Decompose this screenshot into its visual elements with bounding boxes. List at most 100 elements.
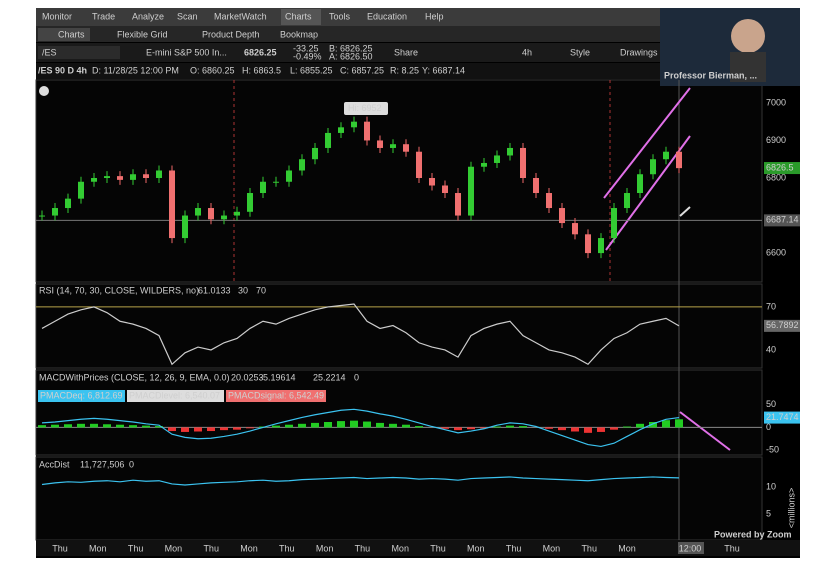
macd-bar [77,423,85,428]
time-label: Thu [724,543,740,553]
time-label: Thu [203,543,219,553]
bid: B: 6826.25 [329,43,373,53]
macd-bar [103,424,111,428]
menu-bar [36,8,800,26]
high-callout [344,102,388,115]
candle [247,193,253,212]
macd-bar [285,424,293,428]
prev-close-box [764,214,800,227]
toolbar-item[interactable]: Flexible Grid [117,29,168,39]
macd-bar [493,426,501,428]
share-button[interactable]: Share [394,47,418,57]
time-label: Thu [52,543,68,553]
macd-bar [480,427,488,429]
accdist-panel [35,456,763,541]
macd-bar [142,425,150,428]
macd-bar [649,421,657,428]
candle [572,223,578,235]
macd-last-box [764,411,800,424]
chip-label: PMACDsignal: 6,542.49 [228,390,324,400]
candle [260,181,266,194]
accdist-line [41,476,680,486]
menu-item[interactable]: Scan [177,11,198,21]
macd-readout: 0 [354,372,359,382]
time-label: Mon [316,543,334,553]
candle [624,193,630,209]
info-item: R: 8.25 [390,65,419,75]
menu-item[interactable]: MarketWatch [214,11,267,21]
macd-bar [545,427,553,429]
toolbar-item[interactable]: Bookmap [280,29,318,39]
candle [299,159,305,171]
alert-icon [39,86,49,96]
macd-bar [623,426,631,428]
rsi-panel [35,283,763,369]
toolbar-item[interactable]: Charts [58,29,85,39]
candle [455,193,461,216]
description: E-mini S&P 500 In... [146,47,227,57]
candle [39,215,45,217]
rsi-line [41,303,680,366]
menu-item[interactable]: Education [367,11,407,21]
macd-bar [389,423,397,428]
accdist-tick: 10 [766,482,776,492]
menu-item[interactable]: Help [425,11,444,21]
toolbar-item[interactable]: Product Depth [202,29,260,39]
macd-bar [220,427,228,431]
rsi-tick: 70 [766,301,776,311]
macd-bar [571,427,579,432]
time-label: Thu [128,543,144,553]
menu-item[interactable]: Charts [285,11,312,21]
last-price: 6826.25 [244,47,277,57]
candle [429,177,435,186]
prev-close-label: 6687.14 [766,215,799,225]
time-label: Mon [165,543,183,553]
candle [117,176,123,180]
macd-bar [454,427,462,431]
info-item: L: 6855.25 [290,65,333,75]
candle [221,215,227,220]
interval[interactable]: 4h [522,47,532,57]
macd-bar [506,425,514,428]
candle [377,140,383,148]
symbol[interactable]: /ES [42,47,57,57]
macd-bar [233,427,241,430]
candle [104,176,110,178]
candle [338,127,344,133]
info-bar [36,63,800,79]
rsi-header: RSI (14, 70, 30, CLOSE, WILDERS, no) [39,285,199,295]
channel-line [603,87,691,199]
rsi-last: 56.7892 [766,320,799,330]
menu-item[interactable]: Tools [329,11,351,21]
accdist-readout: 11,727,506 [80,459,124,469]
candle [286,170,292,182]
menu-item[interactable]: Trade [92,11,115,21]
time-label: Thu [506,543,522,553]
macd-bar [90,423,98,428]
menu-item[interactable]: Monitor [42,11,72,21]
active-menu [281,9,321,25]
macd-last: 21.7474 [766,412,799,422]
candle [559,208,565,224]
style-button[interactable]: Style [570,47,590,57]
macd-bar [337,421,345,428]
price-tick: 6800 [766,172,786,182]
candle [156,170,162,178]
time-axis [36,540,800,556]
drawings-button[interactable]: Drawings [620,47,658,57]
time-label: Mon [543,543,561,553]
annotation-line [679,411,731,451]
macd-bar [610,427,618,430]
info-item: D: 11/28/25 12:00 PM [92,65,179,75]
macd-bar [662,420,670,428]
candle [481,162,487,167]
candle [442,185,448,194]
candle [416,151,422,178]
macd-bar [558,427,566,431]
time-label: Thu [355,543,371,553]
menu-item[interactable]: Analyze [132,11,164,21]
change: -33.25 [293,43,319,53]
macd-bar [519,426,527,428]
candle [91,177,97,182]
candle [143,174,149,178]
